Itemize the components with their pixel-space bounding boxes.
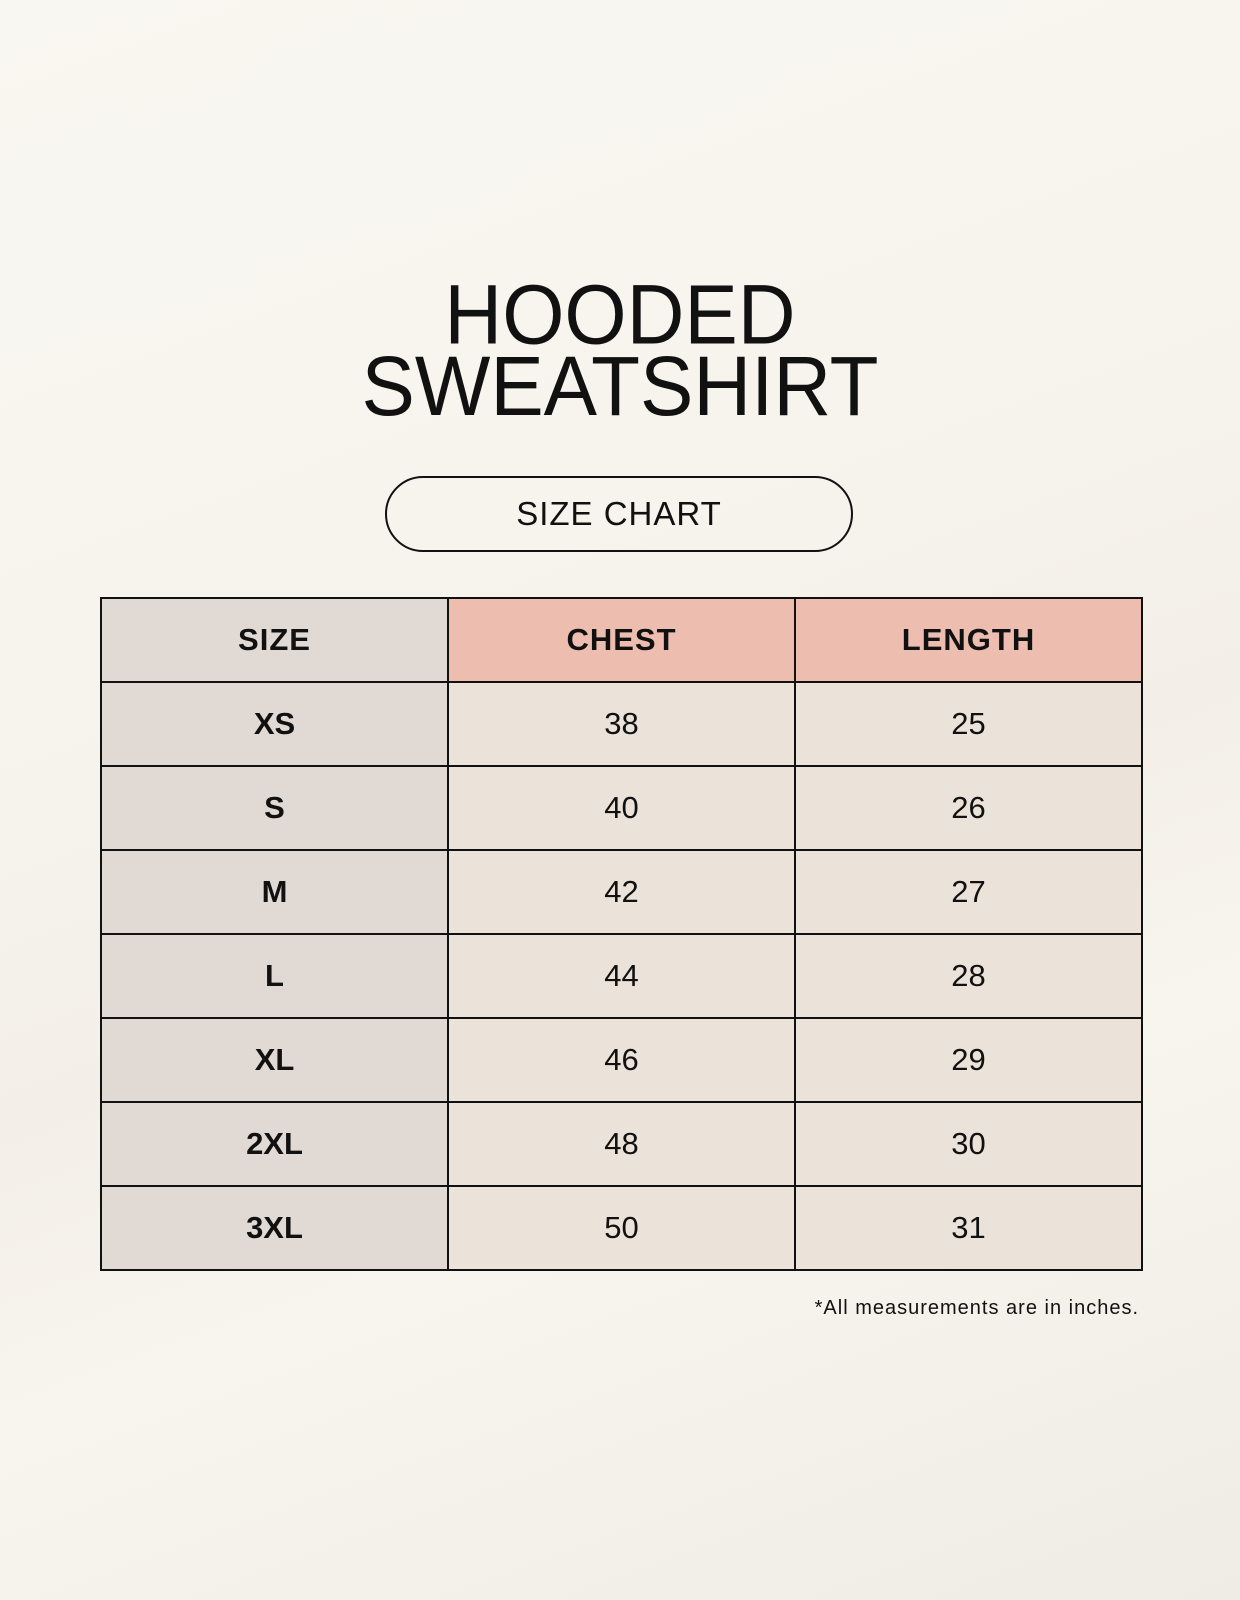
table-row: 2XL 48 30 [100,1101,1143,1187]
length-cell: 29 [794,1017,1143,1103]
size-table: SIZE CHEST LENGTH XS 38 25 S 40 26 M 42 27 L 44 28 X… [100,597,1143,1271]
size-cell: 2XL [100,1101,449,1187]
size-cell: XS [100,681,449,767]
chest-cell: 48 [447,1101,796,1187]
size-chart-badge: SIZE CHART [385,476,853,552]
chest-cell: 44 [447,933,796,1019]
length-cell: 31 [794,1185,1143,1271]
length-cell: 26 [794,765,1143,851]
size-cell: 3XL [100,1185,449,1271]
table-row: L 44 28 [100,933,1143,1019]
length-cell: 25 [794,681,1143,767]
table-row: S 40 26 [100,765,1143,851]
footnote: *All measurements are in inches. [814,1297,1139,1319]
length-cell: 30 [794,1101,1143,1187]
length-cell: 27 [794,849,1143,935]
title-line-1: HOODED [444,268,796,362]
size-cell: XL [100,1017,449,1103]
size-cell: S [100,765,449,851]
size-cell: L [100,933,449,1019]
table-header-row: SIZE CHEST LENGTH [100,597,1143,683]
size-cell: M [100,849,449,935]
header-length: LENGTH [794,597,1143,683]
title-line-2: SWEATSHIRT [361,339,879,433]
table-row: 3XL 50 31 [100,1185,1143,1271]
chest-cell: 42 [447,849,796,935]
chest-cell: 40 [447,765,796,851]
chest-cell: 46 [447,1017,796,1103]
table-row: XS 38 25 [100,681,1143,767]
header-size: SIZE [100,597,449,683]
page-title: HOODED SWEATSHIRT [0,268,1240,433]
table-row: XL 46 29 [100,1017,1143,1103]
table-row: M 42 27 [100,849,1143,935]
chest-cell: 50 [447,1185,796,1271]
chest-cell: 38 [447,681,796,767]
length-cell: 28 [794,933,1143,1019]
header-chest: CHEST [447,597,796,683]
